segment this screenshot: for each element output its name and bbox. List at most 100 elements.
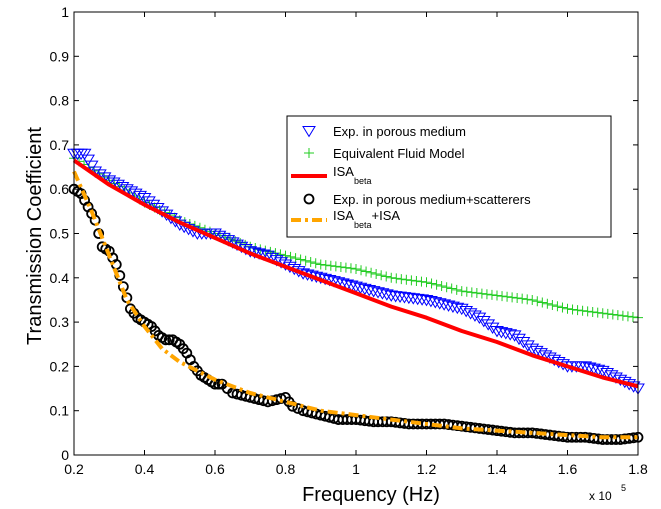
- x-tick-label: 1.2: [417, 461, 437, 477]
- data-point: [547, 300, 558, 311]
- legend-label: Exp. in porous medium: [333, 124, 466, 139]
- x-multiplier-exponent: 5: [621, 483, 626, 493]
- data-point: [256, 249, 271, 261]
- data-point: [379, 289, 394, 301]
- data-point: [498, 328, 513, 340]
- legend-label-suffix: +ISA: [372, 208, 401, 223]
- data-point: [432, 298, 447, 310]
- data-point: [481, 319, 496, 331]
- data-point: [476, 315, 491, 328]
- data-point: [371, 269, 382, 280]
- data-point: [476, 288, 487, 299]
- data-point: [502, 291, 513, 302]
- data-point: [520, 340, 535, 352]
- data-point: [436, 281, 447, 292]
- legend-label-main: ISA: [333, 164, 354, 179]
- data-point: [557, 302, 568, 313]
- data-point: [345, 263, 356, 274]
- data-point: [77, 148, 92, 161]
- data-point: [424, 296, 438, 308]
- data-point: [381, 271, 392, 282]
- data-point: [552, 301, 563, 312]
- data-point: [386, 272, 397, 283]
- data-point: [428, 297, 443, 309]
- data-point: [587, 306, 598, 317]
- legend-marker: [304, 148, 314, 158]
- data-point: [353, 282, 368, 295]
- data-point: [494, 327, 509, 339]
- data-point: [406, 293, 421, 305]
- data-point: [362, 284, 377, 297]
- data-point: [351, 263, 361, 274]
- data-point: [327, 276, 341, 288]
- y-axis-label: Transmission Coefficient: [24, 127, 46, 345]
- data-point: [163, 334, 175, 346]
- data-point: [292, 403, 304, 414]
- legend-label-sub: beta: [354, 176, 372, 186]
- data-point: [366, 286, 381, 298]
- data-point: [486, 289, 497, 300]
- data-point: [627, 312, 638, 323]
- data-point: [512, 333, 526, 346]
- data-point: [93, 228, 105, 239]
- data-point: [349, 281, 363, 294]
- data-point: [300, 255, 311, 266]
- data-point: [410, 293, 425, 306]
- data-point: [490, 325, 504, 338]
- data-point: [451, 284, 462, 295]
- legend-marker: [303, 193, 315, 205]
- data-point: [472, 312, 487, 325]
- data-point: [357, 283, 372, 296]
- data-point: [578, 361, 593, 373]
- x-tick-label: 0.8: [276, 461, 296, 477]
- data-point: [320, 260, 331, 271]
- data-point: [391, 273, 402, 284]
- legend-label-sub: beta: [354, 220, 372, 230]
- data-point: [415, 294, 429, 306]
- data-point: [607, 309, 618, 320]
- data-point: [612, 310, 623, 321]
- data-point: [471, 287, 482, 298]
- data-point: [597, 308, 608, 319]
- data-point: [507, 292, 518, 303]
- data-point: [587, 363, 601, 375]
- legend-marker: [302, 126, 316, 138]
- data-point: [512, 293, 523, 304]
- data-point: [481, 289, 492, 300]
- data-point: [591, 364, 606, 377]
- y-tick-label: 1: [61, 4, 69, 20]
- data-point: [356, 265, 367, 276]
- data-point: [397, 292, 412, 304]
- data-point: [461, 286, 472, 297]
- legend: Exp. in porous medium Equivalent Fluid Mo…: [286, 115, 612, 238]
- x-multiplier-text: x 10: [589, 489, 612, 503]
- data-point: [335, 278, 350, 290]
- data-point: [421, 277, 432, 288]
- data-point: [441, 300, 456, 312]
- data-point: [562, 303, 573, 314]
- data-point: [305, 256, 316, 267]
- data-point: [441, 282, 452, 293]
- x-multiplier: x 10 5: [589, 483, 626, 503]
- data-point: [497, 291, 508, 302]
- data-point: [133, 190, 147, 203]
- data-point: [331, 277, 346, 289]
- data-point: [466, 287, 477, 298]
- data-point: [492, 290, 502, 301]
- data-point: [344, 280, 359, 292]
- x-tick-label: 0.2: [64, 461, 84, 477]
- legend-label: Equivalent Fluid Model: [333, 146, 465, 161]
- data-point: [542, 298, 553, 309]
- data-point: [419, 294, 434, 307]
- y-tick-label: 0.5: [50, 226, 70, 242]
- y-tick-label: 0.4: [50, 270, 70, 286]
- data-point: [617, 310, 628, 321]
- data-point: [532, 296, 543, 307]
- data-point: [602, 308, 613, 319]
- series-4: [72, 170, 638, 440]
- data-point: [516, 337, 531, 349]
- data-point: [592, 307, 603, 318]
- x-tick-label: 1: [352, 461, 360, 477]
- data-point: [485, 322, 500, 335]
